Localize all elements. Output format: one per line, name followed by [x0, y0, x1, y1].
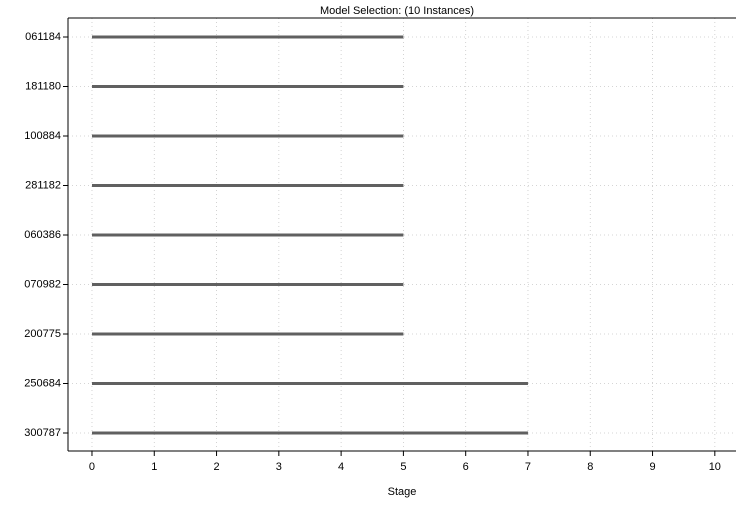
- x-tick-label: 5: [400, 461, 406, 473]
- x-tick-label: 10: [709, 461, 721, 473]
- x-tick-label: 8: [587, 461, 593, 473]
- x-tick-label: 7: [525, 461, 531, 473]
- y-tick-label: 200775: [24, 328, 61, 340]
- y-tick-label: 061184: [25, 31, 61, 43]
- x-tick-label: 3: [276, 461, 282, 473]
- y-tick-label: 100884: [24, 130, 61, 142]
- x-tick-label: 2: [213, 461, 219, 473]
- y-tick-label: 300787: [24, 427, 61, 439]
- y-tick-label: 281182: [25, 179, 61, 191]
- chart-title: Model Selection: (10 Instances): [320, 5, 474, 17]
- y-tick-label: 060386: [24, 229, 61, 241]
- y-tick-label: 250684: [24, 377, 61, 389]
- x-tick-label: 6: [463, 461, 469, 473]
- y-tick-label: 181180: [25, 80, 61, 92]
- x-tick-label: 4: [338, 461, 344, 473]
- y-tick-label: 070982: [24, 278, 61, 290]
- x-tick-label: 1: [151, 461, 157, 473]
- x-tick-label: 9: [649, 461, 655, 473]
- x-tick-label: 0: [89, 461, 95, 473]
- x-axis-label: Stage: [388, 486, 417, 498]
